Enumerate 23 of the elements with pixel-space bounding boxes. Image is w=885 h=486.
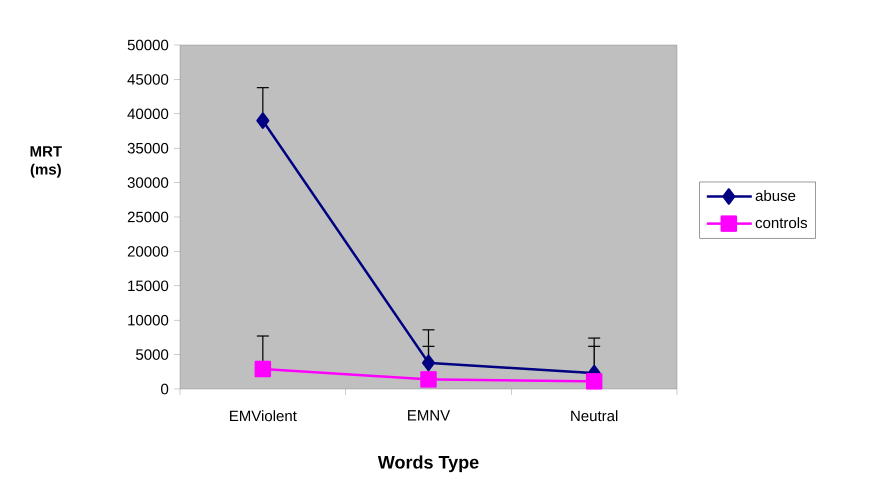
y-tick-label: 25000 [128,212,168,222]
point [422,354,435,372]
y-tick-label: 30000 [128,177,168,188]
y-tick-label: 0 [161,384,168,394]
legend-label: abuse [756,190,796,202]
y-axis-title: MRT (ms) [30,146,62,178]
x-tick-label: Neutral [571,410,618,422]
point [586,373,602,390]
y-tick-label: 50000 [128,40,168,50]
y-tick-label: 10000 [128,314,168,326]
y-tick-label: 15000 [128,280,168,292]
y-tick-label: 40000 [127,108,168,120]
legend-label: controls [756,217,808,228]
y-tick-label: 45000 [127,74,168,85]
point [254,360,272,378]
point [420,371,437,388]
x-tick-label: EMViolent [230,410,297,422]
y-tick-label: 35000 [128,142,168,154]
x-axis-title: Words Type [378,455,479,472]
y-tick-label: 5000 [136,349,168,360]
point [256,112,270,129]
y-tick-label: 20000 [128,246,168,257]
x-tick-label: EMNV [408,410,450,421]
